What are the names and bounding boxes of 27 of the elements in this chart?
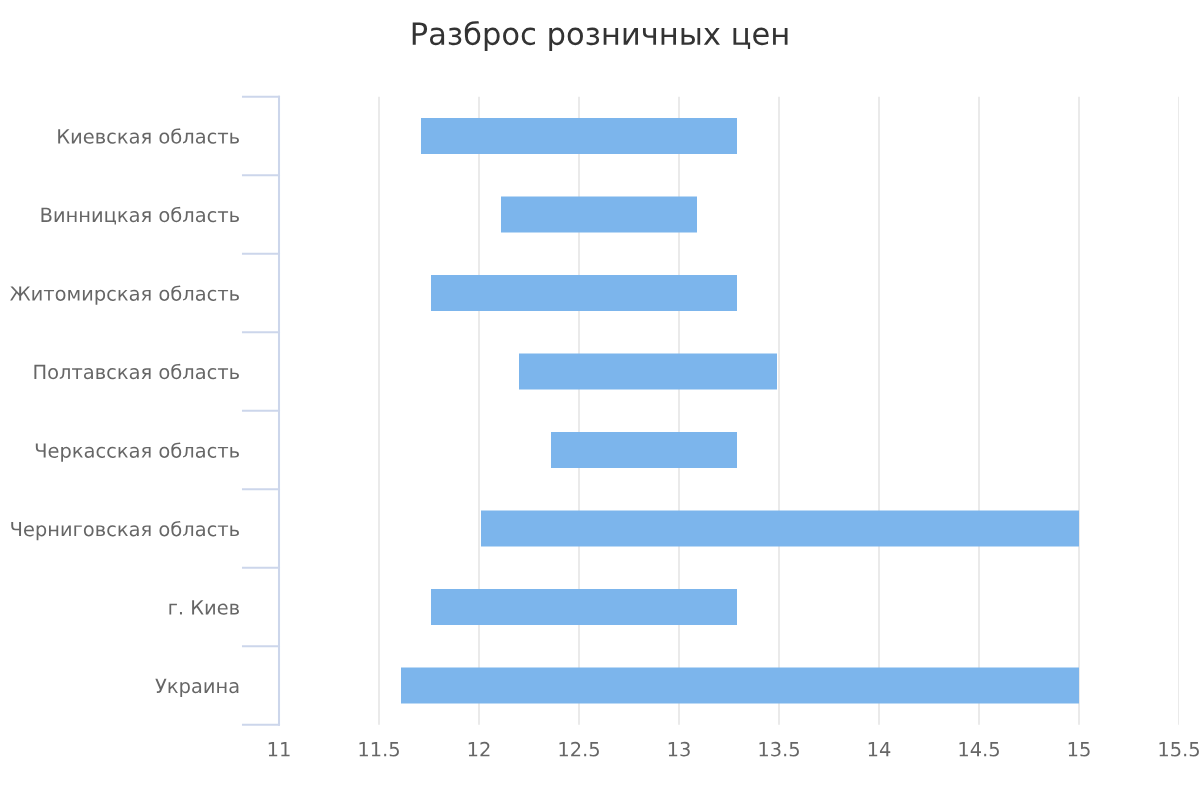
bar <box>551 432 737 469</box>
bar <box>431 589 737 626</box>
y-tick-label: г. Киев <box>169 600 239 615</box>
x-tick-label: 11.5 <box>359 742 399 757</box>
chart-title: Разброс розничных цен <box>412 20 788 52</box>
y-tick-label: Житомирская область <box>10 285 239 305</box>
y-tick-label: Полтавская область <box>34 363 239 380</box>
x-tick-label: 12.5 <box>559 741 599 757</box>
y-tick-label: Черкасская область <box>35 442 239 462</box>
x-tick-label: 11 <box>268 742 290 757</box>
bar <box>431 275 737 312</box>
y-tick-label: Черниговская область <box>11 521 239 541</box>
bar <box>501 196 697 233</box>
bar <box>481 510 1079 547</box>
bar <box>421 118 737 155</box>
bar <box>401 667 1079 704</box>
x-tick-label: 15 <box>1068 742 1090 757</box>
y-tick-label: Украина <box>155 678 239 697</box>
bar <box>519 353 777 390</box>
x-tick-label: 14.5 <box>959 742 999 757</box>
x-tick-label: 13.5 <box>759 741 799 757</box>
y-tick-label: Киевская область <box>58 128 239 144</box>
x-tick-label: 14 <box>868 742 891 757</box>
x-tick-label: 15.5 <box>1159 742 1199 757</box>
x-tick-label: 13 <box>668 741 690 757</box>
x-tick-label: 12 <box>468 741 490 757</box>
y-tick-label: Винницкая область <box>41 206 239 225</box>
